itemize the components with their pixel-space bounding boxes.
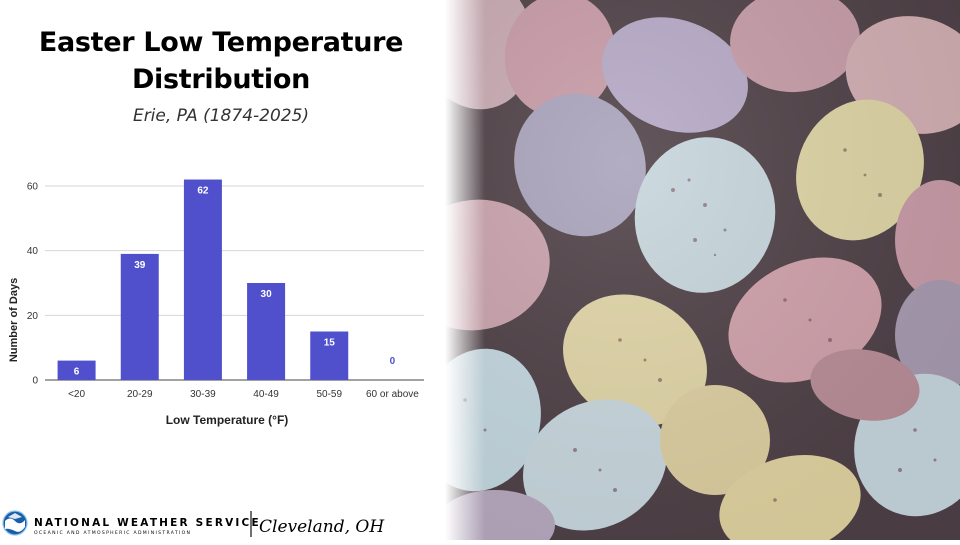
footer: NATIONAL WEATHER SERVICE OCEANIC AND ATM… bbox=[0, 505, 445, 540]
x-axis-ticks: <20 20-29 30-39 40-49 50-59 60 or above bbox=[68, 389, 419, 400]
title-line-1: Easter Low Temperature bbox=[38, 27, 404, 58]
x-tick-label: 20-29 bbox=[127, 389, 153, 400]
office-name: Cleveland, OH bbox=[259, 517, 385, 537]
noaa-logo-icon bbox=[2, 510, 28, 536]
page-subtitle: Erie, PA (1874-2025) bbox=[132, 106, 310, 126]
agency-name: NATIONAL WEATHER SERVICE bbox=[34, 517, 261, 529]
title-line-2: Distribution bbox=[131, 64, 311, 95]
y-axis-label: Number of Days bbox=[8, 278, 20, 362]
bar bbox=[247, 283, 286, 380]
y-tick-label: 40 bbox=[27, 246, 39, 257]
bar-value-label: 0 bbox=[390, 356, 396, 367]
bar-chart: 0 20 40 60 6 39 62 30 15 0 <20 20-29 30-39 40-49 50-… bbox=[8, 179, 424, 427]
x-tick-label: <20 bbox=[68, 389, 85, 400]
photo-fade-edge bbox=[445, 0, 485, 540]
bar-value-label: 6 bbox=[74, 367, 80, 378]
bar bbox=[120, 253, 159, 380]
bar-value-label: 30 bbox=[261, 289, 273, 300]
bar-value-label: 62 bbox=[197, 186, 209, 197]
easter-eggs-photo bbox=[445, 0, 960, 540]
chart-bars: 6 39 62 30 15 0 bbox=[57, 179, 396, 380]
bar-value-label: 15 bbox=[324, 338, 336, 349]
x-tick-label: 60 or above bbox=[366, 389, 419, 400]
x-axis-label: Low Temperature (°F) bbox=[166, 413, 289, 427]
y-tick-label: 0 bbox=[32, 376, 38, 387]
bar-value-label: 39 bbox=[134, 260, 146, 271]
bar bbox=[183, 179, 222, 380]
agency-subtitle: OCEANIC AND ATMOSPHERIC ADMINISTRATION bbox=[34, 530, 191, 536]
left-panel: Easter Low Temperature Distribution Erie… bbox=[0, 0, 445, 540]
y-tick-label: 20 bbox=[27, 311, 39, 322]
x-tick-label: 40-49 bbox=[253, 389, 279, 400]
y-axis-ticks: 0 20 40 60 bbox=[27, 182, 39, 387]
footer-graphic: NATIONAL WEATHER SERVICE OCEANIC AND ATM… bbox=[2, 510, 385, 537]
bar bbox=[310, 331, 349, 380]
chart-grid bbox=[45, 185, 424, 381]
page-title: Easter Low Temperature Distribution bbox=[0, 24, 442, 98]
x-tick-label: 50-59 bbox=[316, 389, 342, 400]
y-tick-label: 60 bbox=[27, 182, 39, 193]
x-tick-label: 30-39 bbox=[190, 389, 216, 400]
bar bbox=[57, 360, 96, 380]
